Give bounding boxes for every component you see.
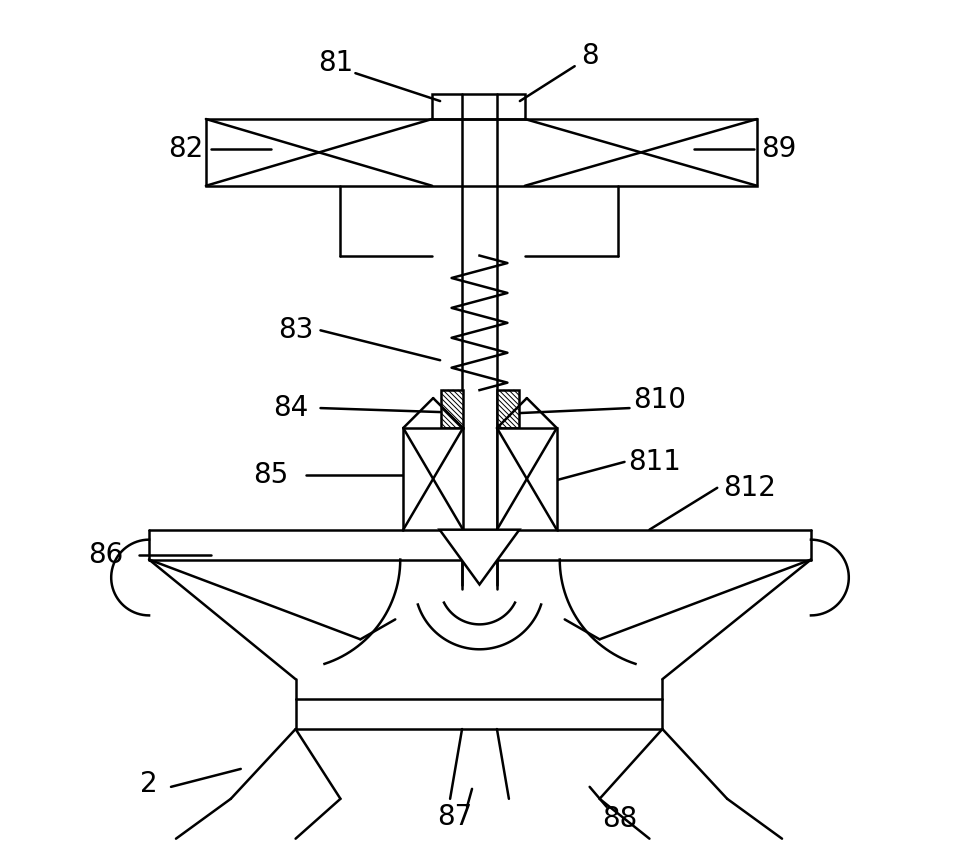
Bar [432,94,525,119]
Text: 8: 8 [581,42,599,70]
Text: 89: 89 [762,135,797,163]
Bar [206,119,757,186]
Bar [441,390,463,428]
Bar [497,390,519,428]
Text: 81: 81 [318,49,354,77]
Polygon shape [440,530,519,584]
Bar [403,428,463,530]
Text: 83: 83 [278,317,313,344]
Text: 88: 88 [602,805,637,833]
Text: 810: 810 [633,386,686,414]
Text: 82: 82 [169,135,203,163]
Text: 811: 811 [628,448,681,476]
Text: 812: 812 [722,474,776,501]
Text: 84: 84 [273,394,308,422]
Text: 87: 87 [438,803,472,831]
Text: 86: 86 [88,540,124,569]
Text: 85: 85 [253,461,288,488]
Text: 2: 2 [140,770,158,798]
Bar [497,428,557,530]
